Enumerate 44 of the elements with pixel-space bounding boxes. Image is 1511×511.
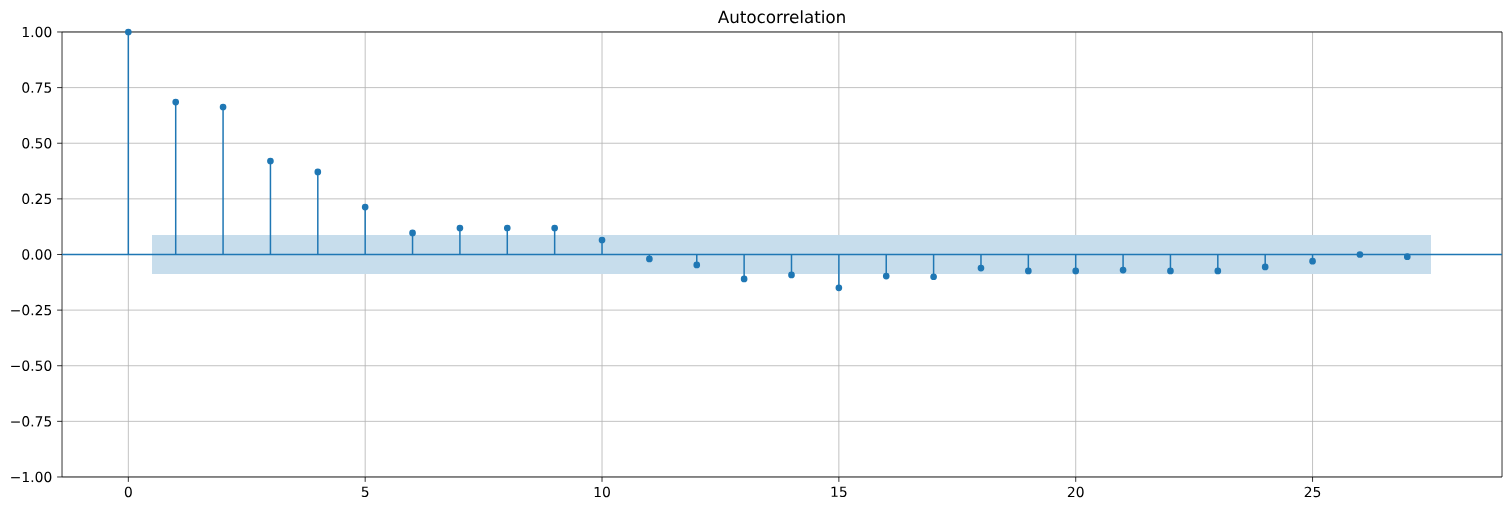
point <box>551 224 558 232</box>
y-tick-label: 0.25 <box>22 193 52 205</box>
point <box>1261 263 1269 271</box>
point <box>835 284 843 292</box>
point <box>1072 267 1080 275</box>
x-tick-label: 10 <box>594 486 610 498</box>
point <box>1214 267 1222 275</box>
point <box>124 28 132 36</box>
point <box>693 261 701 269</box>
chart-title: Autocorrelation <box>717 10 845 24</box>
x-tick-label: 20 <box>1067 486 1084 498</box>
y-tick-label: 0.75 <box>22 82 52 93</box>
y-tick-label: −0.25 <box>11 304 52 316</box>
y-tick-label: 0.50 <box>22 137 52 149</box>
point <box>740 275 748 283</box>
y-tick-label: 1.00 <box>22 26 52 38</box>
x-tick-label: 25 <box>1304 486 1321 498</box>
point <box>882 272 890 280</box>
x-tick-label: 15 <box>831 486 847 498</box>
point <box>1403 253 1411 261</box>
point <box>977 264 985 272</box>
point <box>646 255 653 263</box>
point <box>314 168 322 176</box>
point <box>1119 266 1127 274</box>
point <box>1167 267 1174 275</box>
point <box>456 224 464 232</box>
point <box>788 271 795 279</box>
point <box>219 103 227 111</box>
point <box>172 98 180 106</box>
point <box>409 229 416 237</box>
point <box>503 224 511 232</box>
y-tick-label: −1.00 <box>11 471 52 483</box>
point <box>1309 257 1316 265</box>
point <box>1025 267 1032 275</box>
point <box>267 157 274 165</box>
x-tick-label: 0 <box>124 486 132 498</box>
point <box>361 203 369 211</box>
x-tick-label: 5 <box>361 486 369 498</box>
y-tick-label: −0.75 <box>11 416 52 427</box>
y-tick-label: 0.00 <box>22 249 52 260</box>
y-tick-label: −0.50 <box>11 360 52 371</box>
point <box>598 236 606 244</box>
point <box>930 273 937 281</box>
point <box>1356 251 1364 258</box>
